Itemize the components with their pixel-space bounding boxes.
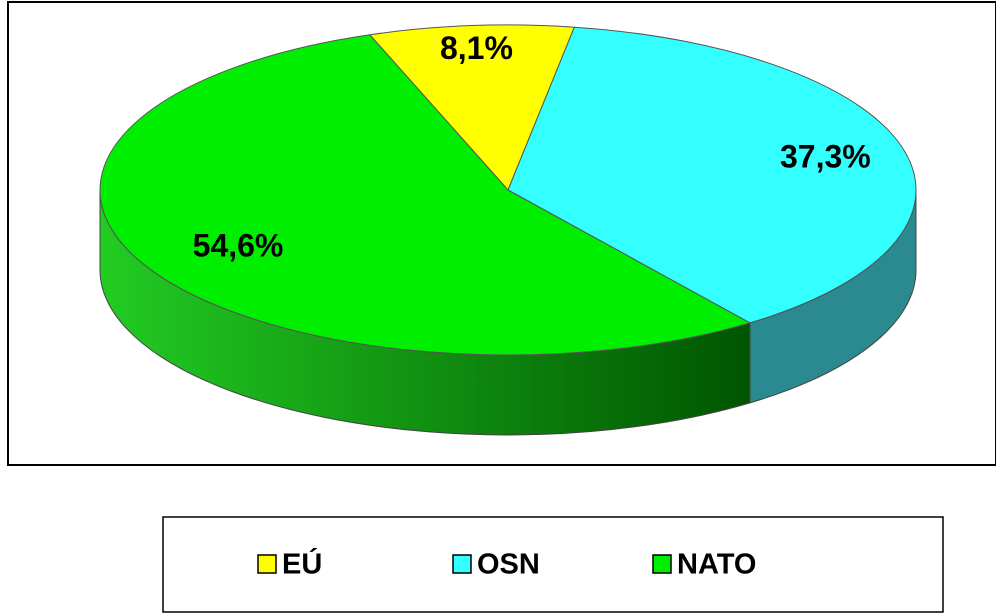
legend-label: EÚ [282,547,322,581]
legend-label: NATO [677,549,756,581]
legend-swatch [652,554,672,574]
slice [368,24,576,191]
legend-frame [162,516,944,613]
data-label: 37,3% [780,139,871,175]
legend-label: OSN [477,549,540,581]
legend-swatch [452,554,472,574]
data-label: 54,6% [193,228,284,264]
data-label: 8,1% [440,30,513,66]
slice [99,34,752,356]
slice [507,26,917,324]
legend-swatch [257,554,277,574]
